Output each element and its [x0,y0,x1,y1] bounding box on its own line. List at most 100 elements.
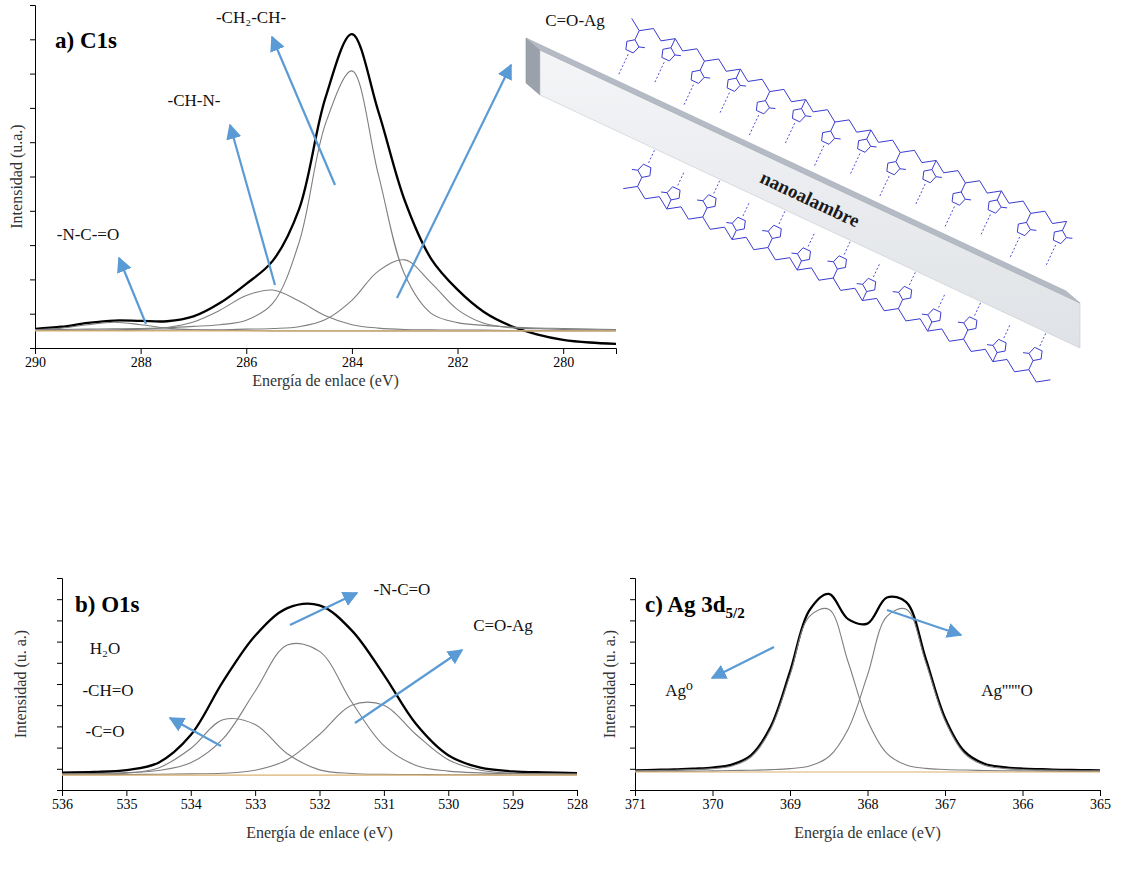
y-tick-mark [30,108,35,109]
annotation-arrow [119,258,146,324]
coordination-bond [654,62,664,84]
y-tick-mark [57,663,62,664]
envelope-line [62,604,577,773]
x-tick-label: 286 [236,355,257,370]
carbonyl [639,46,645,48]
annotations: Ag⁰Ag''''''O [665,610,1033,700]
y-tick-mark [57,642,62,643]
pvp-stem [833,269,837,278]
pvp-stem [898,300,902,309]
annotation-label: Ag⁰ [665,681,693,700]
x-tick-label: 371 [625,797,646,812]
x-tick-label: 531 [374,797,395,812]
y-tick [630,663,635,664]
x-tick-label: 530 [438,797,459,812]
annotation-label: C=O-Ag [545,11,605,30]
carbonyl [661,191,667,193]
annotation-label: -C=O [86,722,125,741]
x-tick-mark [1023,790,1024,796]
coordination-bond [749,115,759,137]
x-axis-title: Energía de enlace (eV) [794,824,941,842]
y-axis-line [630,579,636,791]
y-tick-mark [630,705,635,706]
x-tick-mark [713,790,714,796]
y-tick-mark [30,245,35,246]
envelope-line [35,34,616,344]
y-tick [30,5,35,6]
carbonyl [965,199,971,201]
x-tick-label: 282 [448,355,469,370]
y-tick-mark [57,769,62,770]
pvp-backbone [632,18,1067,223]
y-tick [30,245,35,246]
y-tick-mark [57,748,62,749]
x-tick-mark [126,790,127,796]
pyrrolidone-ring [928,309,941,322]
y-tick [57,726,62,727]
y-axis [630,579,636,791]
carbonyl [805,115,811,117]
x-tick: 532 [310,790,331,812]
coordination-bond [1046,245,1056,267]
y-tick [630,790,635,791]
y-axis-line [30,6,36,349]
carbonyl [762,230,768,232]
y-tick [57,769,62,770]
y-tick [630,726,635,727]
x-tick: 368 [858,790,879,812]
pvp-stem [928,322,932,331]
series-line [62,643,577,774]
x-axis-line [36,349,617,355]
carbonyl [740,85,746,87]
pyrrolidone-ring [662,48,675,61]
annotations: -N-C-=O-CH-N--CH₂-CH-C=O-Ag [57,8,606,325]
annotation-arrow [170,718,221,746]
series-line [35,290,616,331]
series-line [62,702,577,774]
coordination-bond [814,146,824,168]
annotation-arrow [230,125,275,285]
coordination-bond [939,293,946,307]
y-tick [57,578,62,579]
x-tick: 284 [342,348,363,370]
y-tick [630,748,635,749]
series-line [635,608,1100,771]
pyrrolidone-ring [797,248,810,261]
coordination-bond [909,271,916,285]
series-line [35,260,616,331]
pyrrolidone-ring [638,164,651,177]
series-line [635,771,1100,772]
coordination-bond [779,209,786,223]
x-tick: 530 [438,790,459,812]
annotation-arrow [712,647,774,678]
pvp-stem [831,122,835,131]
pvp-stem [671,39,675,48]
panel-title: b) O1s [75,592,140,617]
x-tick: 282 [448,348,469,370]
pyrrolidone-ring [667,187,680,200]
pvp-chain [618,18,1072,266]
annotation-label: -N-C-=O [57,225,119,244]
carbonyl [1023,352,1029,354]
x-tick: 280 [553,348,574,370]
y-tick-mark [630,769,635,770]
x-tick-mark [1100,790,1101,796]
pyrrolidone-ring [993,339,1006,352]
y-tick-mark [630,748,635,749]
coordination-bond [850,154,860,176]
y-axis-title: Intensidad (u.a.) [8,124,26,228]
y-tick-mark [630,790,635,791]
figure: nanoalambre290288286284282280a) C1sEnerg… [0,0,1124,882]
x-tick: 290 [25,348,46,370]
x-tick: 528 [567,790,588,812]
y-tick [630,769,635,770]
x-tick-label: 365 [1090,797,1111,812]
pyrrolidone-ring [833,256,846,269]
carbonyl [632,169,638,171]
annotation-arrow [272,37,335,185]
series-line [35,71,616,330]
y-tick [30,177,35,178]
x-tick-label: 535 [116,797,137,812]
annotation-label: -N-C=O [374,580,431,599]
carbonyl [827,261,833,263]
